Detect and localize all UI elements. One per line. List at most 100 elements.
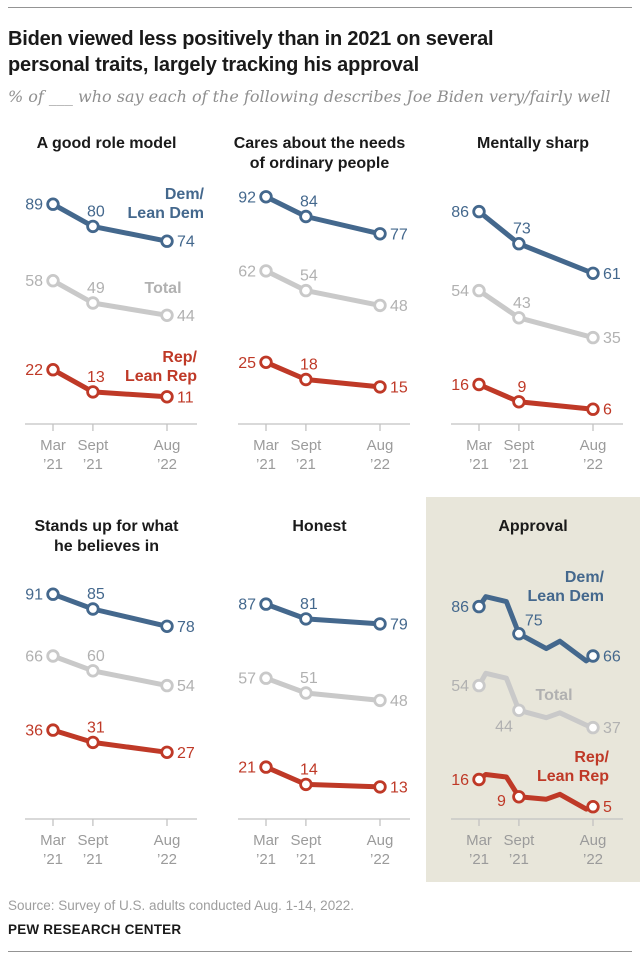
data-point-label: 6: [603, 402, 612, 419]
legend-label-total: Total: [535, 687, 572, 704]
data-point-marker: [46, 723, 60, 737]
data-point-label: 60: [87, 648, 105, 665]
chart-title: Stands up for what he believes in: [34, 518, 179, 555]
x-tick-label: Aug: [154, 437, 181, 454]
data-point-label: 49: [87, 280, 105, 297]
data-point-label: 14: [300, 761, 318, 778]
x-tick-label: ’22: [157, 851, 177, 868]
data-point-marker: [512, 626, 526, 641]
x-tick-label: Mar: [40, 437, 66, 454]
data-point-label: 85: [87, 586, 105, 603]
data-point-marker: [259, 190, 273, 204]
x-tick-label: ’21: [469, 456, 489, 473]
data-point-marker: [586, 649, 600, 663]
data-point-marker: [586, 266, 600, 281]
data-point-label: 18: [300, 357, 318, 374]
data-point-label: 21: [238, 760, 256, 777]
data-point-marker: [86, 385, 100, 399]
chart-plot: Mar ’21 Sept ’21 Aug ’22 92 84 77 62 54 48 25 18 15: [238, 189, 410, 473]
data-point-marker: [160, 678, 174, 693]
series-line-dem: [263, 601, 383, 627]
series-line-total: [476, 670, 596, 731]
x-tick-label: ’22: [583, 851, 603, 868]
x-tick-label: Mar: [40, 832, 66, 849]
legend-label-rep: Lean Rep: [537, 768, 609, 785]
charts-row-2: Stands up for what he believes in Mar ’21…: [0, 497, 640, 882]
data-point-marker: [86, 664, 100, 678]
data-point-label: 31: [87, 719, 105, 736]
legend-label-dem: Lean Dem: [128, 205, 204, 222]
legend-label-rep: Lean Rep: [125, 368, 197, 385]
data-point-marker: [46, 273, 60, 288]
data-point-marker: [86, 296, 100, 310]
data-point-label: 27: [177, 745, 195, 762]
chart-title: Honest: [292, 518, 347, 535]
data-point-label: 89: [25, 197, 43, 214]
data-point-marker: [46, 362, 60, 377]
data-point-marker: [259, 671, 273, 685]
data-point-label: 80: [87, 203, 105, 220]
data-point-marker: [373, 298, 387, 313]
data-point-marker: [299, 686, 313, 700]
data-point-label: 43: [513, 295, 531, 312]
data-point-marker: [373, 380, 387, 394]
chart-panel-stands-up: Stands up for what he believes in Mar ’21…: [0, 497, 213, 882]
data-point-label: 54: [451, 283, 469, 300]
series-line-dem: [476, 209, 596, 276]
data-point-marker: [586, 720, 600, 735]
data-point-marker: [299, 777, 313, 792]
data-point-label: 91: [25, 587, 43, 604]
x-tick-label: ’21: [83, 851, 103, 868]
data-point-label: 61: [603, 266, 621, 283]
data-point-label: 79: [390, 616, 408, 633]
data-point-marker: [160, 234, 174, 248]
series-line-rep: [476, 382, 596, 412]
data-point-label: 74: [177, 234, 195, 251]
x-tick-label: Sept: [290, 437, 322, 454]
data-point-label: 58: [25, 273, 43, 290]
data-point-marker: [373, 780, 387, 794]
x-tick-label: ’22: [583, 456, 603, 473]
data-point-label: 48: [390, 693, 408, 710]
data-point-label: 86: [451, 204, 469, 221]
data-point-label: 66: [603, 649, 621, 666]
series-line-dem: [476, 594, 596, 664]
legend-label-rep: Rep/: [574, 749, 609, 766]
data-point-label: 73: [513, 221, 531, 238]
chart-title: Approval: [498, 518, 568, 535]
data-point-label: 86: [451, 599, 469, 616]
chart-panel-honest: Honest Mar ’21 Sept ’21 Aug ’22 87 81 79 57 51 48 21…: [213, 497, 426, 882]
data-point-marker: [472, 678, 486, 693]
data-point-marker: [472, 377, 486, 392]
data-point-label: 13: [390, 779, 408, 796]
x-tick-label: ’22: [157, 456, 177, 473]
data-point-marker: [512, 237, 526, 251]
x-tick-label: Mar: [466, 832, 492, 849]
data-point-marker: [586, 799, 600, 814]
series-line-total: [50, 653, 170, 689]
data-point-label: 44: [495, 718, 513, 735]
x-tick-label: ’21: [83, 456, 103, 473]
data-point-label: 11: [177, 389, 194, 406]
page-subtitle: % of ___ who say each of the following d…: [8, 87, 611, 106]
data-point-label: 16: [451, 377, 469, 394]
data-point-label: 51: [300, 670, 318, 687]
x-tick-label: ’22: [370, 456, 390, 473]
legend-label-dem: Dem/: [165, 186, 205, 203]
data-point-label: 54: [451, 678, 469, 695]
data-point-label: 16: [451, 772, 469, 789]
data-point-marker: [512, 311, 526, 325]
x-tick-label: Sept: [77, 437, 109, 454]
x-tick-label: ’21: [296, 851, 316, 868]
data-point-marker: [299, 372, 313, 387]
data-point-marker: [373, 227, 387, 241]
series-line-dem: [263, 194, 383, 237]
chart-title: Cares about the needs of ordinary people: [233, 135, 406, 172]
data-point-marker: [160, 619, 174, 634]
series-line-total: [263, 675, 383, 703]
data-point-label: 5: [603, 799, 612, 816]
x-tick-label: Aug: [580, 437, 607, 454]
series-line-dem: [50, 591, 170, 629]
x-tick-label: ’22: [370, 851, 390, 868]
chart-plot: Mar ’21 Sept ’21 Aug ’22 89 80 74 58 49 44 22 13 11 Dem…: [25, 186, 205, 473]
